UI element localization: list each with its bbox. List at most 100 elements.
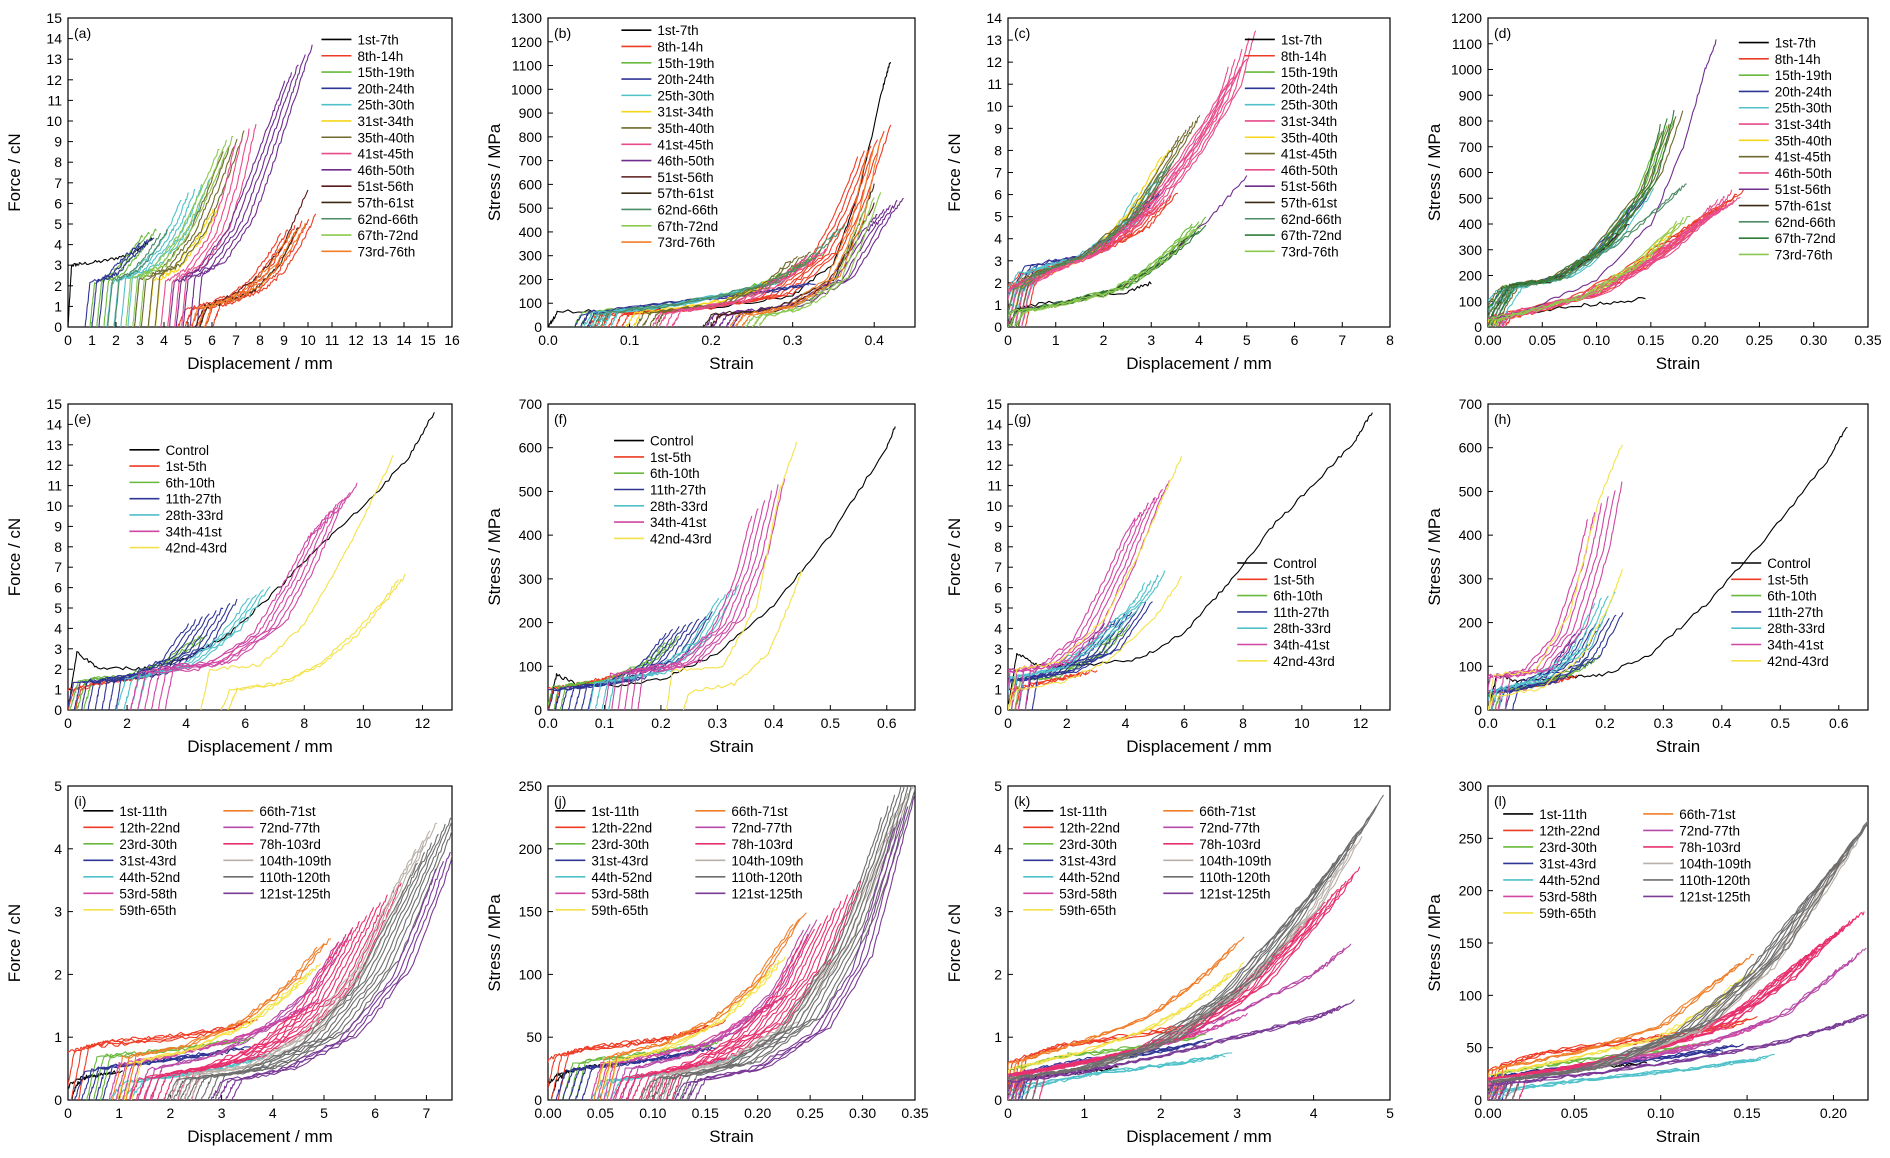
y-tick-label: 100: [1459, 987, 1483, 1003]
legend-label: 73rd-76th: [1775, 247, 1833, 262]
legend-label: 42nd-43rd: [1273, 654, 1335, 669]
series-line: [606, 956, 786, 1100]
legend-label: 25th-30th: [357, 98, 414, 113]
legend-label: 41st-45th: [657, 137, 713, 152]
series-line: [1014, 227, 1202, 327]
series-group: [1008, 30, 1257, 327]
legend-label: 62nd-66th: [657, 202, 718, 217]
series-line: [1024, 480, 1170, 710]
series-line: [137, 942, 339, 1100]
series-line: [1488, 205, 1712, 320]
series-line: [614, 130, 885, 327]
series-line: [702, 183, 875, 327]
y-tick-label: 100: [1459, 658, 1483, 674]
x-tick-label: 4: [1310, 1105, 1318, 1121]
series-line: [1008, 1008, 1335, 1083]
legend-label: 53rd-58th: [1539, 889, 1597, 904]
series-line: [682, 570, 803, 710]
y-tick-label: 600: [1459, 440, 1483, 456]
y-tick-label: 500: [1459, 483, 1483, 499]
series-line: [135, 933, 347, 1100]
series-line: [1488, 203, 1634, 312]
series-line: [548, 61, 892, 327]
series-line: [601, 588, 733, 710]
legend-label: 44th-52nd: [591, 870, 652, 885]
series-line: [1511, 612, 1624, 710]
series-line: [648, 255, 805, 327]
series-group: [68, 412, 435, 710]
y-tick-label: 10: [986, 98, 1002, 114]
series-line: [1488, 957, 1854, 1087]
series-line: [136, 511, 330, 710]
x-tick-label: 0.5: [821, 715, 841, 731]
legend-label: 78h-103rd: [259, 837, 321, 852]
x-tick-label: 0.1: [620, 332, 640, 348]
x-axis-label: Strain: [1656, 737, 1700, 756]
x-tick-label: 2: [123, 715, 131, 731]
legend-label: 15th-19th: [357, 65, 414, 80]
x-tick-label: 0.10: [1583, 332, 1610, 348]
x-tick-label: 14: [396, 332, 412, 348]
series-group: [548, 426, 896, 710]
series-line: [1497, 490, 1616, 710]
x-axis-label: Displacement / mm: [1126, 737, 1271, 756]
x-tick-label: 0.35: [901, 1105, 928, 1121]
legend-label: 1st-7th: [657, 23, 698, 38]
y-axis-label: Force / cN: [5, 518, 24, 596]
series-line: [607, 139, 878, 327]
legend-label: 66th-71st: [1679, 807, 1736, 822]
series-line: [1494, 655, 1601, 710]
series-line: [175, 72, 293, 327]
y-tick-label: 600: [519, 176, 543, 192]
x-tick-label: 1: [115, 1105, 123, 1121]
series-line: [604, 515, 753, 710]
plot-frame: [1487, 403, 1869, 711]
series-line: [554, 670, 634, 710]
series-line: [1488, 519, 1589, 680]
x-tick-label: 2: [1100, 332, 1108, 348]
series-line: [580, 616, 707, 710]
y-tick-label: 6: [994, 580, 1002, 596]
series-line: [687, 806, 909, 1100]
legend-label: 42nd-43rd: [650, 531, 712, 546]
legend-label: 23rd-30th: [1059, 837, 1117, 852]
y-tick-label: 200: [519, 841, 543, 857]
legend-label: 23rd-30th: [1539, 840, 1597, 855]
x-tick-label: 8: [256, 332, 264, 348]
x-tick-label: 0.6: [877, 715, 897, 731]
series-line: [129, 519, 323, 710]
series-line: [638, 915, 829, 1100]
series-line: [593, 924, 794, 1100]
series-group: [1008, 412, 1373, 710]
series-line: [1488, 123, 1661, 311]
series-group: [68, 816, 452, 1100]
y-axis-label: Stress / MPa: [1425, 508, 1444, 606]
series-line: [735, 145, 875, 327]
y-tick-label: 6: [994, 187, 1002, 203]
series-line: [101, 607, 224, 710]
y-tick-label: 13: [986, 32, 1002, 48]
x-tick-label: 0.5: [1771, 715, 1791, 731]
legend-label: 67th-72nd: [657, 219, 718, 234]
legend-label: 62nd-66th: [1775, 215, 1836, 230]
legend-label: 46th-50th: [357, 163, 414, 178]
legend-label: 25th-30th: [1775, 101, 1832, 116]
legend-label: 78h-103rd: [1199, 837, 1261, 852]
y-tick-label: 0: [1474, 1092, 1482, 1108]
series-line: [758, 192, 882, 327]
series-line: [712, 209, 885, 327]
series-group: [1488, 820, 1868, 1100]
series-line: [728, 150, 869, 327]
series-line: [190, 822, 437, 1100]
y-tick-label: 7: [994, 559, 1002, 575]
y-tick-label: 13: [46, 437, 62, 453]
x-tick-label: 0.3: [708, 715, 728, 731]
y-tick-label: 7: [54, 559, 62, 575]
series-line: [157, 492, 351, 710]
series-line: [1488, 39, 1717, 327]
series-line: [632, 279, 773, 327]
series-line: [741, 138, 882, 327]
y-tick-label: 6: [54, 195, 62, 211]
series-line: [586, 282, 816, 327]
x-tick-label: 0.35: [1854, 332, 1881, 348]
